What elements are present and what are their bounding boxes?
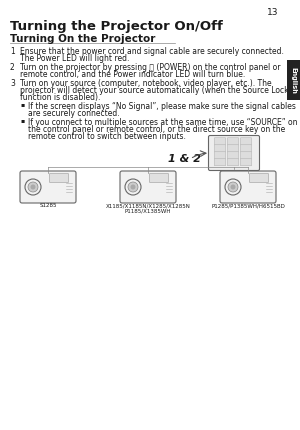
FancyBboxPatch shape [214, 159, 226, 166]
FancyBboxPatch shape [220, 171, 276, 203]
FancyBboxPatch shape [20, 171, 76, 203]
Text: the control panel or remote control, or the direct source key on the: the control panel or remote control, or … [28, 125, 285, 134]
Text: Turning the Projector On/Off: Turning the Projector On/Off [10, 20, 223, 33]
FancyBboxPatch shape [250, 173, 268, 182]
Circle shape [230, 184, 236, 190]
Text: remote control to switch between inputs.: remote control to switch between inputs. [28, 132, 186, 141]
FancyBboxPatch shape [227, 138, 239, 145]
Text: S1285: S1285 [39, 203, 57, 208]
Circle shape [130, 184, 136, 190]
Text: ▪: ▪ [20, 102, 24, 107]
Circle shape [228, 182, 238, 192]
Text: P1285/P1385WH/H6515BD: P1285/P1385WH/H6515BD [211, 203, 285, 208]
FancyBboxPatch shape [240, 145, 252, 152]
Text: remote control, and the Power indicator LED will turn blue.: remote control, and the Power indicator … [20, 70, 245, 79]
Text: P1185/X1385WH: P1185/X1385WH [125, 209, 171, 214]
Text: The Power LED will light red.: The Power LED will light red. [20, 54, 129, 63]
Text: Ensure that the power cord and signal cable are securely connected.: Ensure that the power cord and signal ca… [20, 47, 284, 56]
Text: If you connect to multiple sources at the same time, use “SOURCE” on: If you connect to multiple sources at th… [28, 118, 298, 127]
FancyBboxPatch shape [240, 152, 252, 159]
Text: If the screen displays “No Signal”, please make sure the signal cables: If the screen displays “No Signal”, plea… [28, 102, 296, 111]
Circle shape [31, 184, 35, 190]
Text: 2: 2 [10, 63, 15, 72]
FancyBboxPatch shape [208, 135, 260, 171]
Circle shape [128, 182, 138, 192]
FancyBboxPatch shape [227, 152, 239, 159]
Text: X1185/X1185N/X1285/X1285N: X1185/X1185N/X1285/X1285N [106, 203, 190, 208]
FancyBboxPatch shape [50, 173, 68, 182]
FancyBboxPatch shape [214, 138, 226, 145]
FancyBboxPatch shape [227, 159, 239, 166]
Text: English: English [290, 67, 296, 93]
Text: 3: 3 [10, 79, 15, 88]
Text: 13: 13 [266, 8, 278, 17]
FancyBboxPatch shape [214, 152, 226, 159]
Text: Turn on the projector by pressing ⒤ (POWER) on the control panel or: Turn on the projector by pressing ⒤ (POW… [20, 63, 281, 72]
FancyBboxPatch shape [240, 159, 252, 166]
Text: ▪: ▪ [20, 118, 24, 123]
FancyBboxPatch shape [240, 138, 252, 145]
FancyBboxPatch shape [227, 145, 239, 152]
Text: 1: 1 [10, 47, 15, 56]
Text: 1 & 2: 1 & 2 [168, 154, 201, 164]
FancyBboxPatch shape [149, 173, 169, 182]
FancyBboxPatch shape [214, 145, 226, 152]
Text: are securely connected.: are securely connected. [28, 109, 120, 118]
Text: Turning On the Projector: Turning On the Projector [10, 34, 155, 44]
Text: function is disabled).: function is disabled). [20, 93, 100, 102]
FancyBboxPatch shape [120, 171, 176, 203]
Text: Turn on your source (computer, notebook, video player, etc.). The: Turn on your source (computer, notebook,… [20, 79, 272, 88]
Text: projector will detect your source automatically (when the Source Lock: projector will detect your source automa… [20, 86, 289, 95]
FancyBboxPatch shape [287, 60, 300, 100]
Circle shape [28, 182, 38, 192]
